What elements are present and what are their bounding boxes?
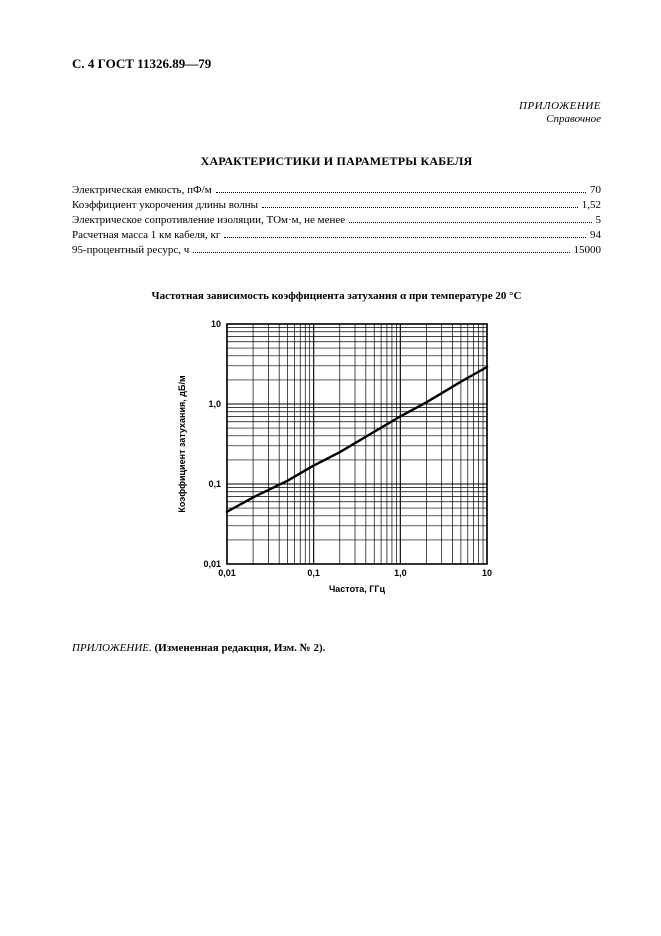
param-row: Электрическое сопротивление изоляции, ТО… (72, 213, 601, 228)
param-value: 5 (596, 213, 602, 228)
param-label: Коэффициент укорочения длины волны (72, 198, 258, 213)
param-row: Расчетная масса 1 км кабеля, кг 94 (72, 228, 601, 243)
param-value: 1,52 (582, 198, 601, 213)
footnote-lead: ПРИЛОЖЕНИЕ. (72, 642, 152, 654)
svg-text:10: 10 (481, 568, 491, 578)
param-label: Расчетная масса 1 км кабеля, кг (72, 228, 220, 243)
chart-container: 0,01 0,1 1,0 10 0,01 0,1 1,0 10 Частота, ГГц Коэф… (72, 312, 601, 612)
svg-text:Частота, ГГц: Частота, ГГц (328, 584, 385, 594)
param-value: 15000 (574, 243, 602, 258)
param-dots (224, 229, 586, 238)
svg-text:1,0: 1,0 (208, 399, 221, 409)
param-dots (193, 244, 569, 253)
param-value: 94 (590, 228, 601, 243)
param-row: 95-процентный ресурс, ч 15000 (72, 243, 601, 258)
svg-text:0,01: 0,01 (218, 568, 236, 578)
svg-text:1,0: 1,0 (394, 568, 407, 578)
param-dots (216, 185, 586, 194)
svg-text:0,1: 0,1 (307, 568, 320, 578)
svg-text:10: 10 (210, 319, 220, 329)
param-dots (262, 200, 578, 209)
param-label: 95-процентный ресурс, ч (72, 243, 189, 258)
param-dots (349, 214, 591, 223)
page: С. 4 ГОСТ 11326.89—79 ПРИЛОЖЕНИЕ Справоч… (0, 0, 661, 936)
param-row: Электрическая емкость, пФ/м 70 (72, 183, 601, 198)
footnote-rest: (Измененная редакция, Изм. № 2). (152, 642, 326, 654)
section-title: ХАРАКТЕРИСТИКИ И ПАРАМЕТРЫ КАБЕЛЯ (72, 154, 601, 169)
footnote: ПРИЛОЖЕНИЕ. (Измененная редакция, Изм. №… (72, 642, 601, 654)
param-value: 70 (590, 183, 601, 198)
param-label: Электрическая емкость, пФ/м (72, 183, 212, 198)
chart-caption: Частотная зависимость коэффициента затух… (72, 290, 601, 302)
annex-subtitle: Справочное (72, 113, 601, 126)
params-list: Электрическая емкость, пФ/м 70 Коэффицие… (72, 183, 601, 257)
param-row: Коэффициент укорочения длины волны 1,52 (72, 198, 601, 213)
param-label: Электрическое сопротивление изоляции, ТО… (72, 213, 345, 228)
page-header: С. 4 ГОСТ 11326.89—79 (72, 56, 601, 72)
annex-block: ПРИЛОЖЕНИЕ Справочное (72, 100, 601, 126)
svg-text:0,01: 0,01 (203, 559, 221, 569)
annex-title: ПРИЛОЖЕНИЕ (72, 100, 601, 113)
attenuation-chart: 0,01 0,1 1,0 10 0,01 0,1 1,0 10 Частота, ГГц Коэф… (157, 312, 517, 612)
svg-text:Коэффициент затухания, дБ/м: Коэффициент затухания, дБ/м (177, 375, 187, 513)
svg-text:0,1: 0,1 (208, 479, 221, 489)
